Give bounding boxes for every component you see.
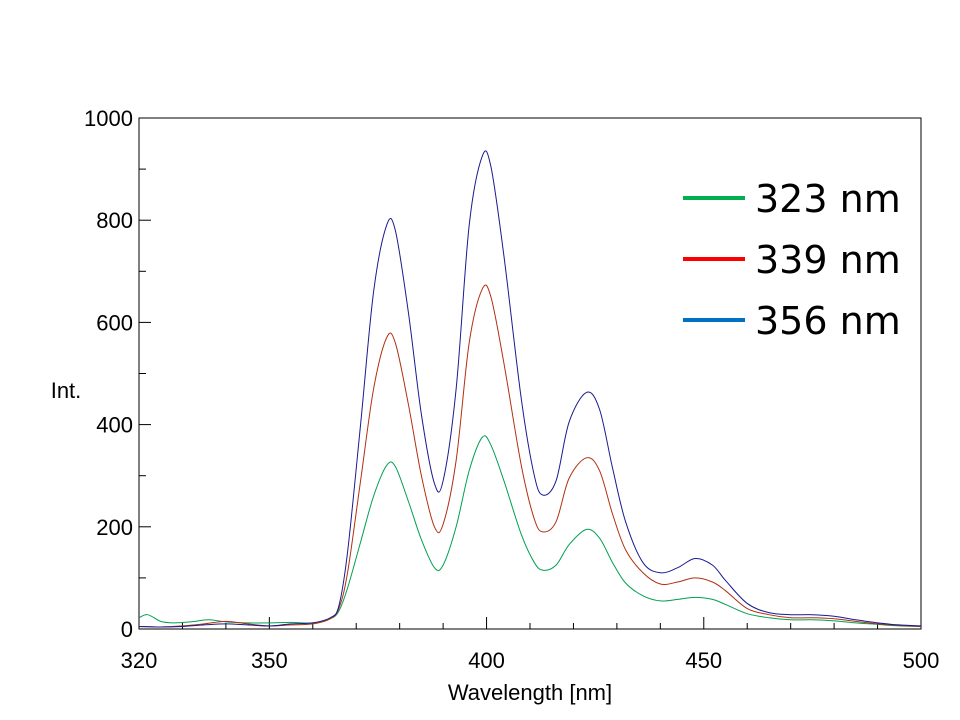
plot-area bbox=[138, 117, 922, 630]
legend-label-1: 323 nm bbox=[755, 177, 901, 221]
y-tick-label: 800 bbox=[96, 208, 133, 233]
x-axis-title: Wavelength [nm] bbox=[448, 680, 612, 705]
legend: 323 nm 339 nm 356 nm bbox=[683, 177, 901, 343]
y-tick-label: 1000 bbox=[84, 106, 133, 131]
y-tick-label: 0 bbox=[121, 617, 133, 642]
x-tick-label: 450 bbox=[685, 648, 722, 673]
legend-label-2: 339 nm bbox=[755, 238, 901, 282]
y-tick-label: 600 bbox=[96, 310, 133, 335]
x-tick-label: 400 bbox=[468, 648, 505, 673]
y-tick-label: 400 bbox=[96, 413, 133, 438]
legend-label-3: 356 nm bbox=[755, 299, 901, 343]
series-line-3 bbox=[138, 150, 922, 628]
y-axis-title: Int. bbox=[51, 378, 82, 403]
x-tick-label: 320 bbox=[121, 648, 158, 673]
x-tick-label: 500 bbox=[903, 648, 940, 673]
y-tick-label: 200 bbox=[96, 515, 133, 540]
series-line-1 bbox=[138, 435, 922, 627]
series-lines bbox=[138, 150, 922, 628]
x-tick-label: 350 bbox=[251, 648, 288, 673]
series-line-2 bbox=[138, 284, 922, 628]
y-axis-ticks: 0 200 400 600 800 1000 bbox=[84, 106, 151, 642]
